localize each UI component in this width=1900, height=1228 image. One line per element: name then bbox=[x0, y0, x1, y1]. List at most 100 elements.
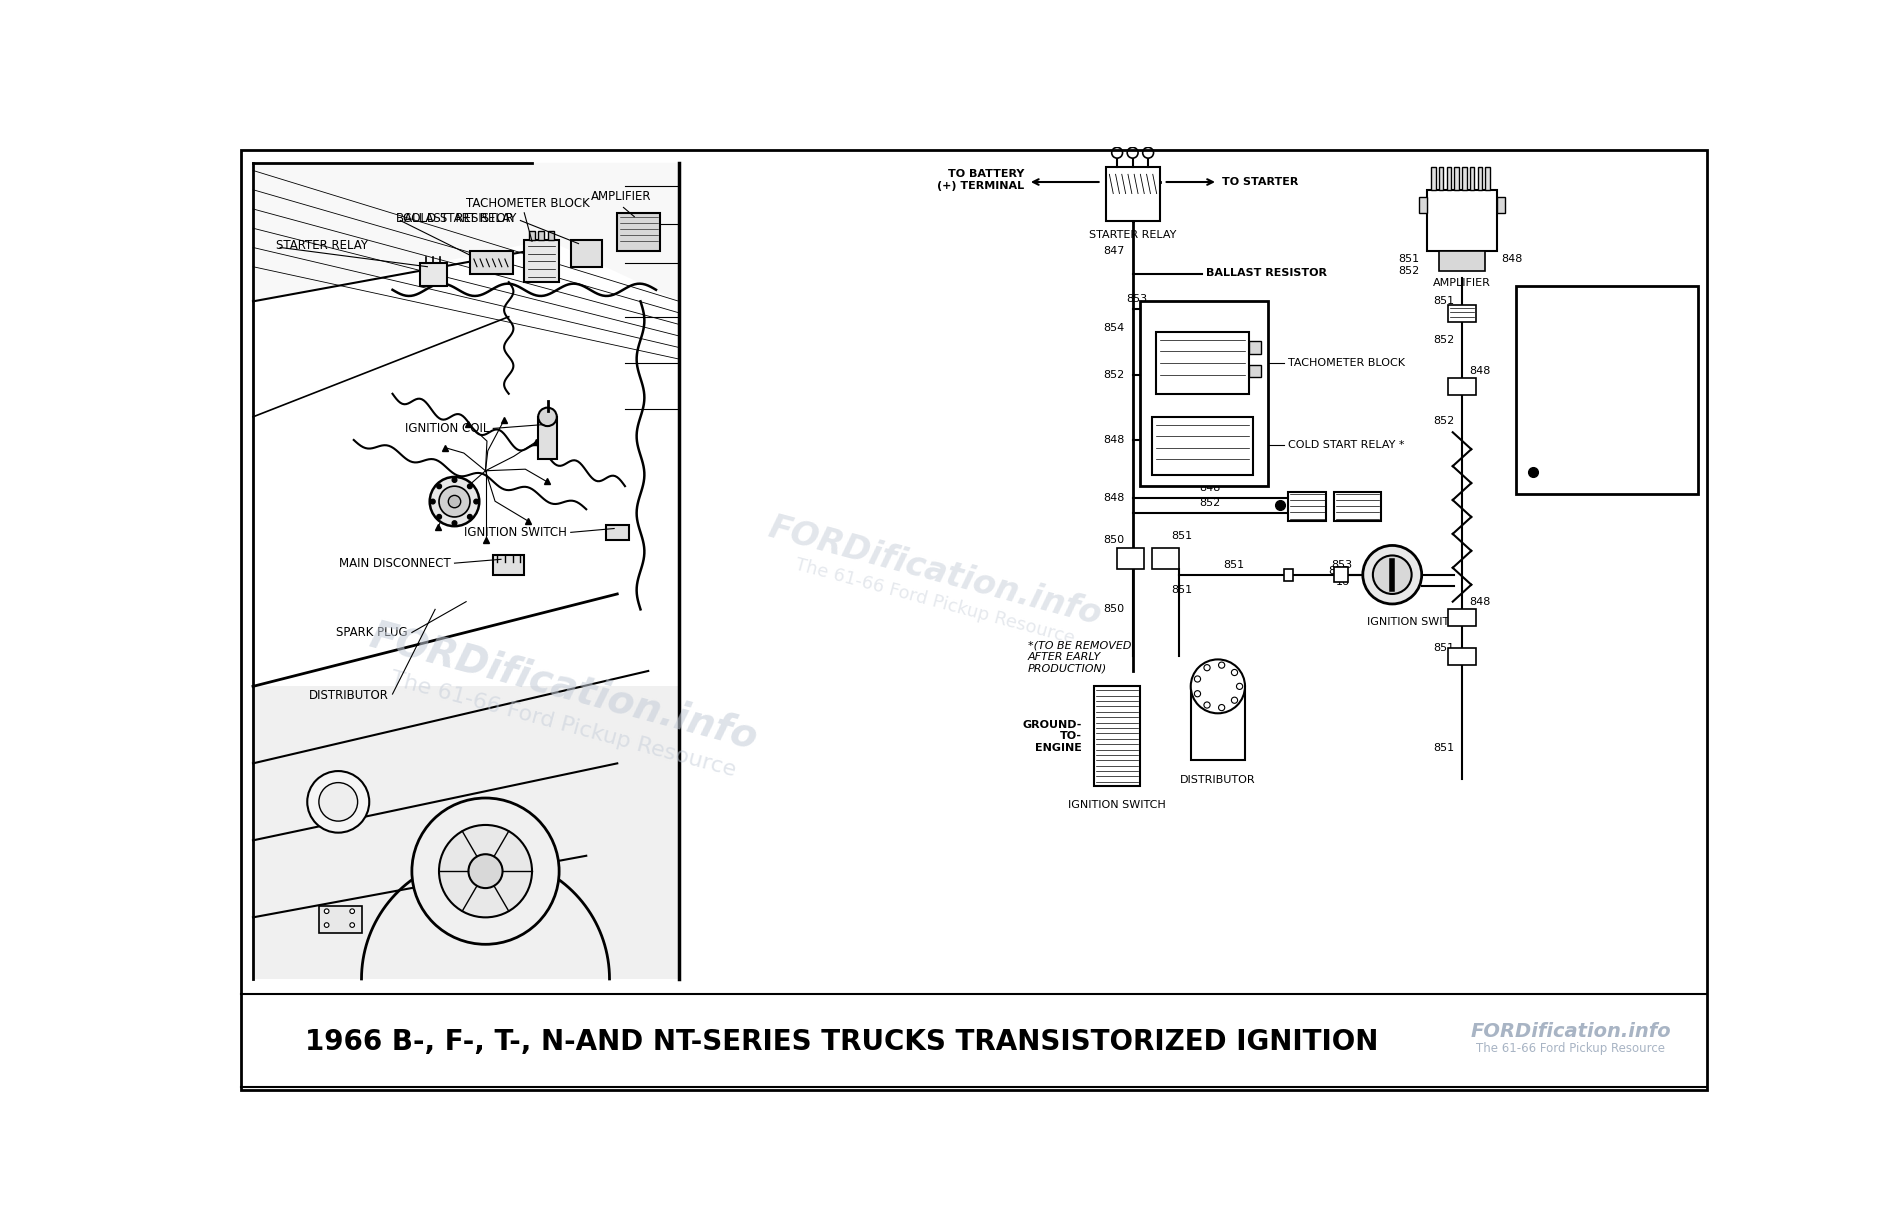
Text: 848: 848 bbox=[1199, 483, 1222, 494]
Text: 16: 16 bbox=[1336, 577, 1349, 587]
Text: 848: 848 bbox=[1526, 357, 1550, 370]
Text: FORDification.info: FORDification.info bbox=[365, 616, 762, 756]
Text: 848: 848 bbox=[1104, 492, 1125, 502]
Bar bbox=[1140, 301, 1269, 486]
Text: TO STARTER: TO STARTER bbox=[1222, 177, 1298, 187]
Bar bbox=[1454, 167, 1459, 189]
Text: 850: 850 bbox=[1526, 378, 1550, 392]
Text: MOUNTING: MOUNTING bbox=[1144, 313, 1203, 323]
Bar bbox=[606, 524, 629, 540]
Circle shape bbox=[1195, 675, 1201, 682]
Circle shape bbox=[1142, 147, 1153, 158]
Text: BALLAST RESISTOR: BALLAST RESISTOR bbox=[1206, 268, 1328, 278]
Bar bbox=[1288, 491, 1326, 521]
Bar bbox=[1438, 252, 1486, 270]
Circle shape bbox=[437, 484, 441, 489]
Text: 852: 852 bbox=[1526, 422, 1550, 435]
Text: IGNITION SWITCH: IGNITION SWITCH bbox=[1068, 801, 1167, 810]
Polygon shape bbox=[253, 686, 680, 979]
Bar bbox=[1461, 167, 1467, 189]
Circle shape bbox=[1112, 147, 1123, 158]
Polygon shape bbox=[253, 163, 680, 301]
Text: 854: 854 bbox=[1104, 323, 1125, 333]
Text: 1966 B-, F-, T-, N-AND NT-SERIES TRUCKS TRANSISTORIZED IGNITION: 1966 B-, F-, T-, N-AND NT-SERIES TRUCKS … bbox=[306, 1028, 1379, 1056]
Text: 847: 847 bbox=[1526, 335, 1550, 349]
Text: 851: 851 bbox=[1172, 585, 1193, 596]
Circle shape bbox=[467, 515, 473, 519]
Circle shape bbox=[1195, 690, 1201, 696]
Circle shape bbox=[1191, 659, 1244, 713]
Text: WHITE: WHITE bbox=[1586, 335, 1624, 349]
Text: TACHOMETER BLOCK: TACHOMETER BLOCK bbox=[1288, 357, 1404, 368]
Text: SPARK PLUG: SPARK PLUG bbox=[336, 626, 408, 639]
Text: MAIN DISCONNECT: MAIN DISCONNECT bbox=[338, 556, 450, 570]
Text: 851: 851 bbox=[1433, 743, 1454, 753]
Circle shape bbox=[1237, 683, 1243, 689]
Bar bbox=[1094, 686, 1140, 786]
Circle shape bbox=[1362, 545, 1421, 604]
Circle shape bbox=[452, 478, 456, 483]
Circle shape bbox=[1218, 705, 1226, 711]
Circle shape bbox=[1218, 662, 1226, 668]
Circle shape bbox=[325, 922, 329, 927]
Polygon shape bbox=[253, 301, 680, 686]
Circle shape bbox=[350, 922, 355, 927]
Bar bbox=[528, 231, 536, 239]
Text: 852: 852 bbox=[1433, 335, 1454, 345]
Bar bbox=[1191, 686, 1244, 759]
Text: 854: 854 bbox=[1526, 443, 1550, 457]
Circle shape bbox=[452, 521, 456, 526]
Text: 851: 851 bbox=[1526, 400, 1550, 414]
Bar bbox=[1516, 286, 1699, 494]
Text: 852: 852 bbox=[1398, 265, 1419, 275]
Text: AMPLIFIER: AMPLIFIER bbox=[591, 190, 652, 203]
Bar bbox=[1448, 609, 1476, 626]
Text: BALLAST  RESISTOR: BALLAST RESISTOR bbox=[397, 211, 515, 225]
Text: 853: 853 bbox=[1328, 566, 1349, 576]
Bar bbox=[1155, 332, 1248, 394]
Text: FORDification.info: FORDification.info bbox=[1471, 1022, 1670, 1041]
Bar bbox=[1438, 167, 1444, 189]
Circle shape bbox=[350, 909, 355, 914]
Circle shape bbox=[412, 798, 559, 944]
Text: 853 16: 853 16 bbox=[1526, 314, 1571, 327]
Bar bbox=[1248, 365, 1260, 377]
Bar bbox=[1471, 167, 1474, 189]
Text: COLD START RELAY *: COLD START RELAY * bbox=[1288, 441, 1404, 451]
Circle shape bbox=[1127, 147, 1138, 158]
Text: TO BATTERY: TO BATTERY bbox=[948, 169, 1024, 179]
Text: 848: 848 bbox=[1471, 366, 1492, 376]
Text: PLATE *: PLATE * bbox=[1144, 323, 1184, 333]
Text: STARTER RELAY: STARTER RELAY bbox=[1089, 230, 1176, 239]
Circle shape bbox=[1205, 664, 1210, 670]
Text: DISTRIBUTOR: DISTRIBUTOR bbox=[1180, 775, 1256, 785]
Text: 851: 851 bbox=[1433, 296, 1454, 306]
Text: 852: 852 bbox=[1433, 416, 1454, 426]
Circle shape bbox=[1374, 555, 1412, 594]
Bar bbox=[1151, 416, 1252, 474]
Circle shape bbox=[1205, 702, 1210, 709]
Bar bbox=[1448, 306, 1476, 322]
Circle shape bbox=[437, 515, 441, 519]
Bar bbox=[1151, 548, 1180, 570]
Bar bbox=[1419, 198, 1427, 212]
Circle shape bbox=[1231, 698, 1237, 704]
Text: RED-WHITE: RED-WHITE bbox=[1586, 357, 1653, 370]
Text: The 61-66 Ford Pickup Resource: The 61-66 Ford Pickup Resource bbox=[388, 669, 737, 781]
Circle shape bbox=[325, 909, 329, 914]
Bar bbox=[420, 263, 446, 286]
Text: 851: 851 bbox=[1224, 560, 1245, 570]
Text: 851: 851 bbox=[1398, 254, 1419, 264]
Bar bbox=[1497, 198, 1505, 212]
Text: RED-GREEN: RED-GREEN bbox=[1586, 314, 1657, 327]
Text: WIRING COLOR CODE: WIRING COLOR CODE bbox=[1530, 293, 1685, 306]
Text: 852: 852 bbox=[1104, 370, 1125, 379]
Text: IGNITION SWITCH: IGNITION SWITCH bbox=[464, 526, 566, 539]
Bar bbox=[538, 231, 545, 239]
Circle shape bbox=[439, 825, 532, 917]
Bar bbox=[1448, 648, 1476, 664]
Bar bbox=[1248, 341, 1260, 354]
Text: STARTER RELAY: STARTER RELAY bbox=[276, 239, 369, 253]
Text: 848: 848 bbox=[1471, 597, 1492, 607]
Text: GROUND-
TO-
ENGINE: GROUND- TO- ENGINE bbox=[1022, 720, 1083, 753]
